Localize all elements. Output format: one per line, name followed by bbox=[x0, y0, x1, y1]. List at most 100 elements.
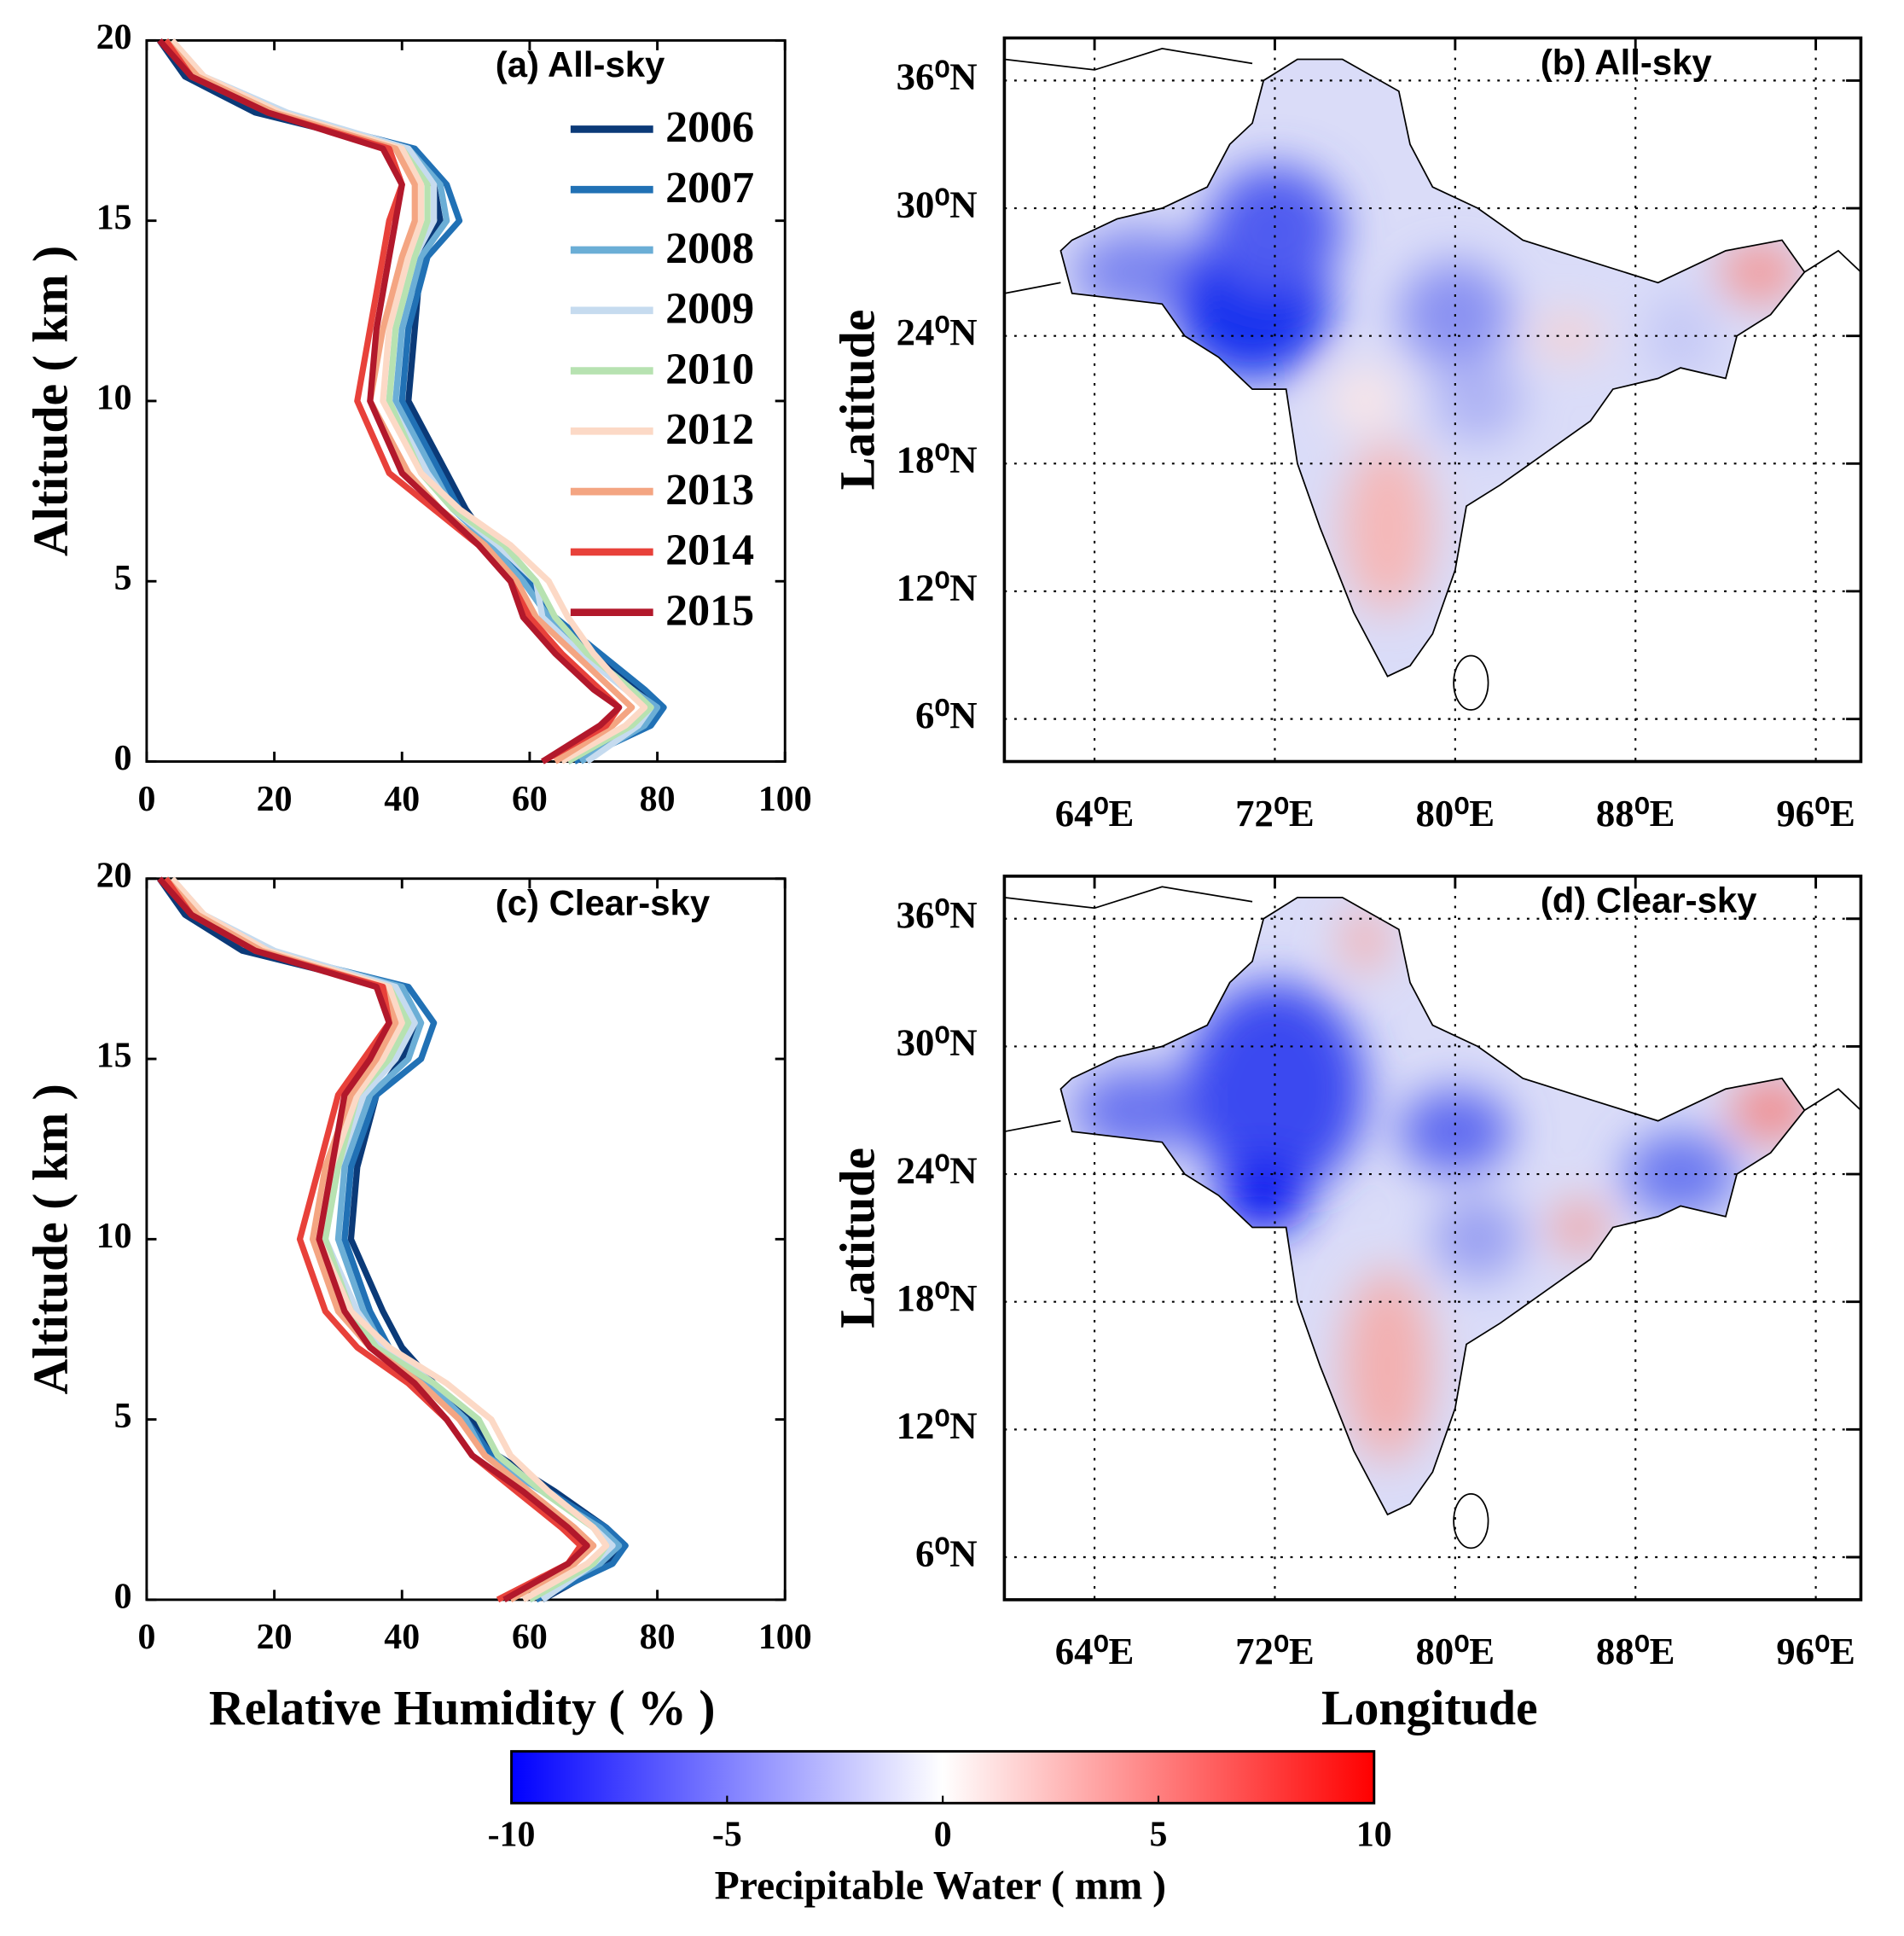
shading-blobs bbox=[1071, 908, 1805, 1462]
map-frame bbox=[1002, 875, 1863, 1602]
x-tick-label: 20 bbox=[257, 1618, 293, 1657]
panel-title: (c) Clear-sky bbox=[496, 883, 711, 923]
colorbar-label: Precipitable Water ( mm ) bbox=[715, 1863, 1166, 1908]
panel-title: (d) Clear-sky bbox=[1541, 881, 1757, 921]
x-tick-label: 20 bbox=[257, 780, 293, 819]
border bbox=[1004, 48, 1253, 71]
y-tick-label: 6⁰N bbox=[915, 1532, 978, 1574]
legend-label: 2006 bbox=[665, 103, 754, 152]
y-tick-label: 36⁰N bbox=[897, 55, 978, 98]
profile-line bbox=[157, 38, 623, 765]
shading-blob bbox=[1718, 240, 1801, 305]
colorbar bbox=[510, 1750, 1376, 1805]
shading bbox=[1060, 897, 1805, 1515]
shading-blob bbox=[1218, 1157, 1309, 1234]
shading-blob bbox=[1432, 1195, 1524, 1281]
y-tick-label: 12⁰N bbox=[897, 566, 978, 608]
y-tick-label: 12⁰N bbox=[897, 1404, 978, 1447]
legend-label: 2008 bbox=[665, 224, 754, 273]
shading-blob bbox=[1646, 293, 1715, 379]
y-axis-label: Altitude ( km ) bbox=[24, 1084, 78, 1394]
x-tick-label: 72⁰E bbox=[1235, 792, 1315, 834]
x-tick-label: 60 bbox=[512, 1618, 548, 1657]
x-tick-label: 80⁰E bbox=[1416, 792, 1495, 834]
colorbar-tick-label: -10 bbox=[488, 1815, 536, 1854]
shading-blob bbox=[1398, 1089, 1512, 1175]
y-tick-label: 20 bbox=[96, 18, 132, 57]
x-tick-label: 80 bbox=[640, 1618, 676, 1657]
x-tick-label: 60 bbox=[512, 780, 548, 819]
x-tick-label: 0 bbox=[137, 1618, 155, 1657]
coastline bbox=[1059, 58, 1806, 677]
legend-label: 2009 bbox=[665, 285, 754, 334]
panel-title: (b) All-sky bbox=[1541, 42, 1713, 82]
x-tick-label: 80⁰E bbox=[1416, 1630, 1495, 1672]
colorbar-tick-label: 5 bbox=[1150, 1815, 1168, 1854]
x-tick-label: 64⁰E bbox=[1055, 1630, 1135, 1672]
island bbox=[1453, 654, 1489, 711]
y-tick-label: 10 bbox=[96, 1217, 132, 1256]
legend-label: 2007 bbox=[665, 164, 754, 212]
y-tick-label: 30⁰N bbox=[897, 183, 978, 225]
y-tick-label: 0 bbox=[114, 1577, 132, 1616]
y-tick-label: 24⁰N bbox=[897, 311, 978, 353]
profile-line bbox=[163, 876, 623, 1603]
profile-line bbox=[163, 38, 667, 765]
x-tick-label: 100 bbox=[758, 1618, 812, 1657]
colorbar-tick-label: -5 bbox=[712, 1815, 742, 1854]
shading-blob bbox=[1432, 357, 1524, 443]
y-tick-label: 20 bbox=[96, 856, 132, 895]
legend-label: 2012 bbox=[665, 405, 754, 454]
shading-blob bbox=[1342, 908, 1388, 973]
profile-line bbox=[163, 38, 636, 765]
y-axis-label: Latitude bbox=[832, 310, 885, 491]
shading bbox=[1060, 59, 1805, 677]
x-tick-label: 80 bbox=[640, 780, 676, 819]
x-axis-label: Relative Humidity ( % ) bbox=[209, 1682, 716, 1735]
border bbox=[1004, 886, 1253, 910]
shading-blob bbox=[1331, 368, 1399, 433]
profile-line bbox=[170, 38, 648, 765]
x-tick-label: 64⁰E bbox=[1055, 792, 1135, 834]
x-tick-label: 40 bbox=[384, 780, 420, 819]
shading-blob bbox=[1071, 229, 1208, 315]
border bbox=[1004, 1119, 1061, 1133]
y-tick-label: 18⁰N bbox=[897, 1276, 978, 1319]
x-tick-label: 72⁰E bbox=[1235, 1630, 1315, 1672]
x-tick-label: 100 bbox=[758, 780, 812, 819]
shading-blob bbox=[1623, 1131, 1738, 1218]
legend-label: 2015 bbox=[665, 587, 754, 636]
y-tick-label: 36⁰N bbox=[897, 893, 978, 936]
y-tick-label: 15 bbox=[96, 1037, 132, 1076]
x-tick-label: 40 bbox=[384, 1618, 420, 1657]
shading-blob bbox=[1342, 1270, 1433, 1462]
profile-line bbox=[163, 38, 623, 765]
shading-blob bbox=[1342, 442, 1433, 613]
profile-line bbox=[163, 876, 629, 1603]
legend-label: 2013 bbox=[665, 466, 754, 515]
x-tick-label: 96⁰E bbox=[1776, 1630, 1855, 1672]
y-tick-label: 24⁰N bbox=[897, 1148, 978, 1191]
x-axis-label: Longitude bbox=[1321, 1682, 1538, 1735]
x-tick-label: 96⁰E bbox=[1776, 792, 1855, 834]
shading-blob bbox=[1552, 1201, 1606, 1253]
legend-label: 2010 bbox=[665, 345, 754, 393]
shading-blob bbox=[1071, 1067, 1208, 1154]
profile-line bbox=[170, 876, 610, 1603]
y-tick-label: 5 bbox=[114, 559, 132, 598]
border bbox=[1004, 282, 1061, 294]
x-tick-label: 0 bbox=[137, 780, 155, 819]
x-tick-label: 88⁰E bbox=[1596, 1630, 1675, 1672]
y-axis-label: Altitude ( km ) bbox=[24, 246, 78, 556]
shading-blobs bbox=[1071, 166, 1801, 613]
y-axis-label: Latitude bbox=[832, 1148, 885, 1328]
coastline bbox=[1059, 896, 1806, 1516]
plot-frame bbox=[145, 877, 787, 1602]
colorbar-tick-label: 10 bbox=[1356, 1815, 1392, 1854]
y-tick-label: 6⁰N bbox=[915, 694, 978, 736]
legend-label: 2014 bbox=[665, 526, 754, 575]
island bbox=[1453, 1492, 1489, 1549]
shading-blob bbox=[1207, 166, 1343, 294]
y-tick-label: 5 bbox=[114, 1397, 132, 1436]
